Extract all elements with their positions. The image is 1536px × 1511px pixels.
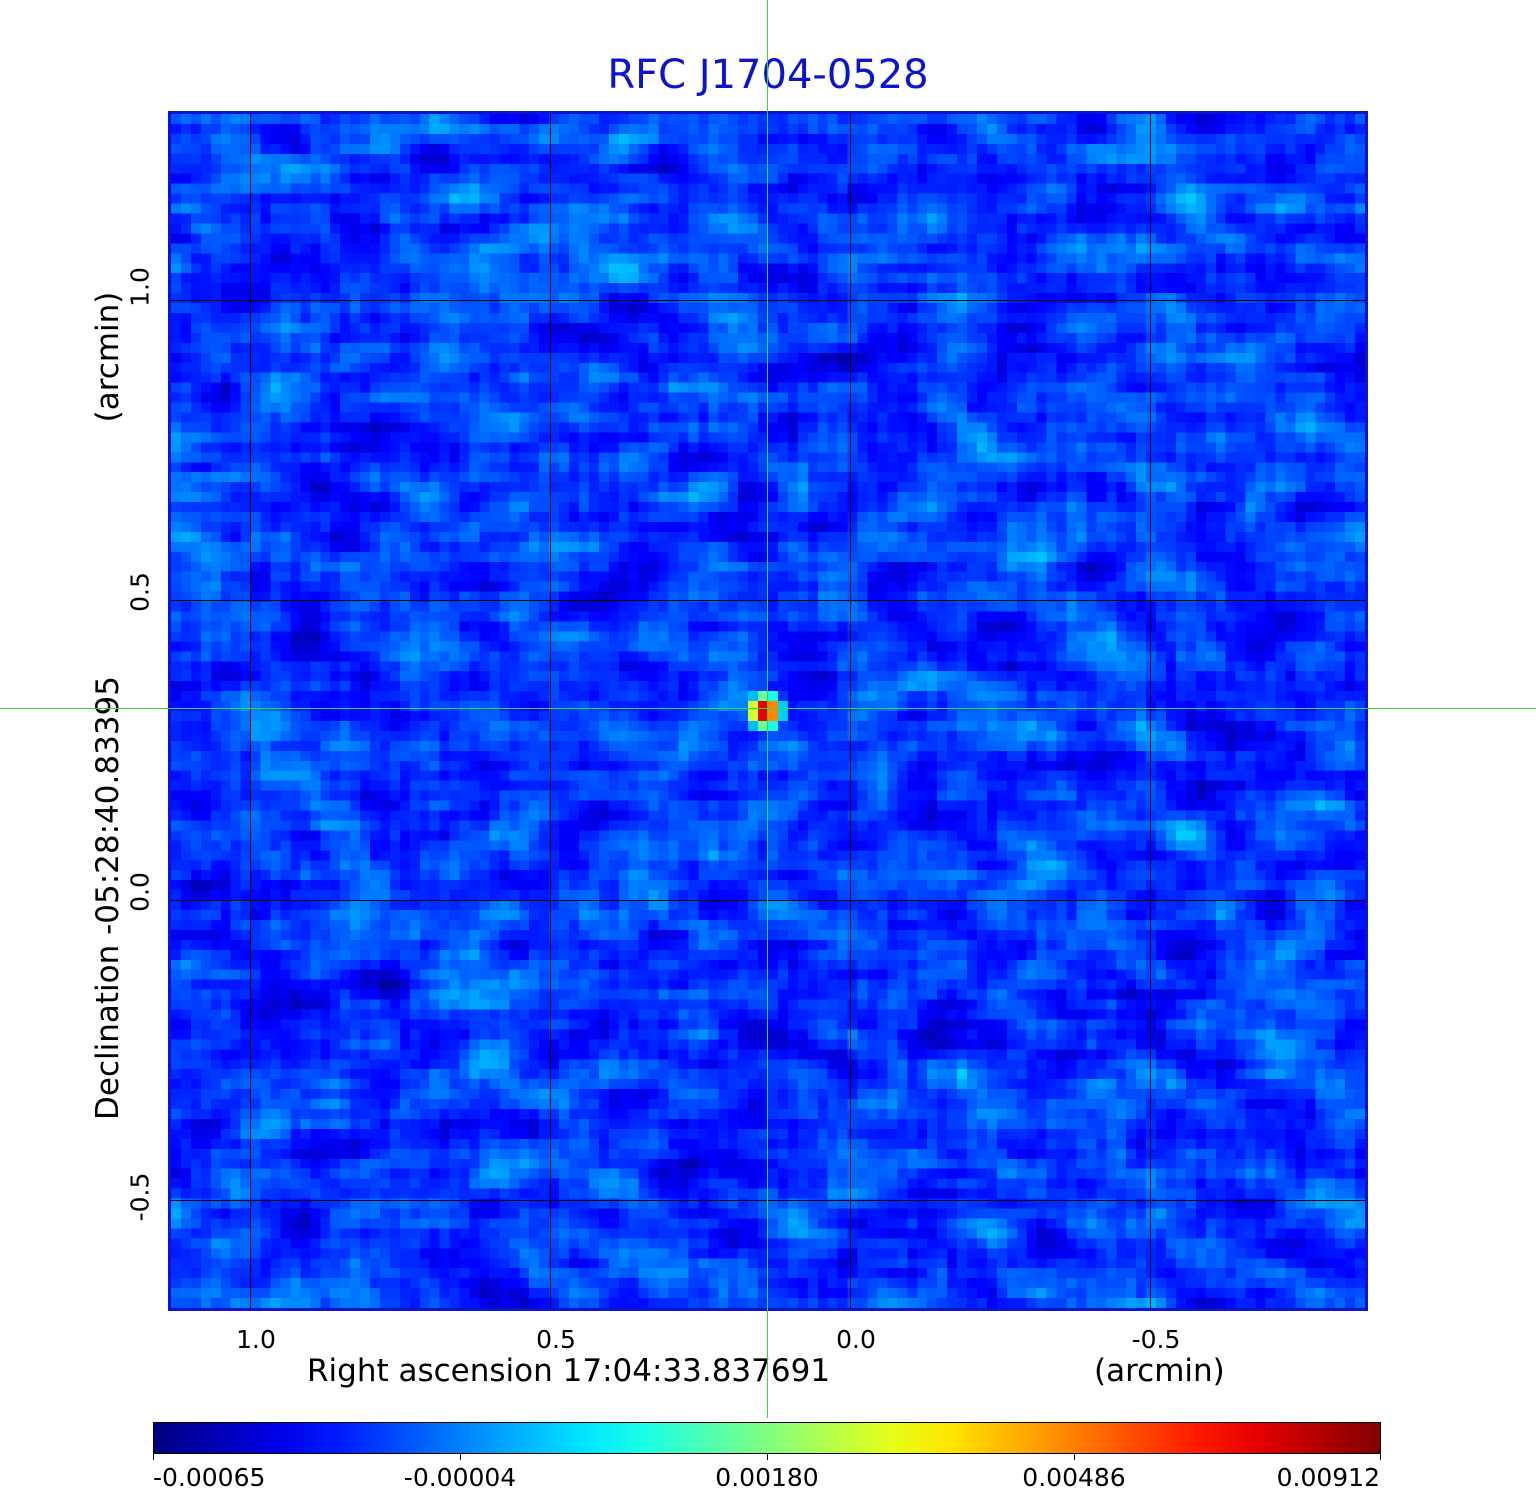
y-axis-label: Declination -05:28:40.83395	[90, 676, 126, 1120]
y-gridline	[171, 600, 1365, 601]
x-axis-label: Right ascension 17:04:33.837691	[307, 1353, 831, 1389]
y-tick-label: 1.0	[125, 267, 155, 307]
x-gridline	[1150, 114, 1151, 1308]
x-tick-label: 0.5	[536, 1325, 576, 1354]
x-gridline	[550, 114, 551, 1308]
colorbar-tick	[1074, 1454, 1075, 1460]
y-tick-label: 0.0	[125, 872, 155, 912]
colorbar-tick	[767, 1454, 768, 1460]
colorbar-tick-label: -0.00004	[403, 1463, 517, 1492]
x-axis-unit: (arcmin)	[1094, 1353, 1225, 1389]
colorbar-tick-label: -0.00065	[153, 1463, 266, 1492]
y-gridline	[171, 1200, 1365, 1201]
crosshair-horizontal	[0, 708, 1536, 709]
x-tick-label: -0.5	[1131, 1325, 1181, 1354]
intensity-map	[171, 114, 1365, 1308]
x-tick-label: 0.0	[836, 1325, 876, 1354]
colorbar-tick-label: 0.00486	[1022, 1463, 1126, 1492]
y-gridline	[171, 900, 1365, 901]
y-tick-label: -0.5	[125, 1172, 155, 1222]
y-axis-unit: (arcmin)	[90, 291, 126, 423]
crosshair-vertical	[767, 0, 768, 1418]
colorbar-tick-label: 0.00912	[1276, 1463, 1380, 1492]
y-gridline	[171, 300, 1365, 301]
colorbar-tick-label: 0.00180	[715, 1463, 819, 1492]
colorbar-tick	[460, 1454, 461, 1460]
y-tick-label: 0.5	[125, 572, 155, 612]
chart-title: RFC J1704-0528	[607, 52, 929, 98]
colorbar-tick	[1380, 1454, 1381, 1460]
colorbar-tick	[153, 1454, 154, 1460]
x-gridline	[250, 114, 251, 1308]
x-tick-label: 1.0	[236, 1325, 276, 1354]
image-plot-area[interactable]	[168, 111, 1368, 1311]
x-gridline	[850, 114, 851, 1308]
colorbar	[153, 1422, 1381, 1454]
